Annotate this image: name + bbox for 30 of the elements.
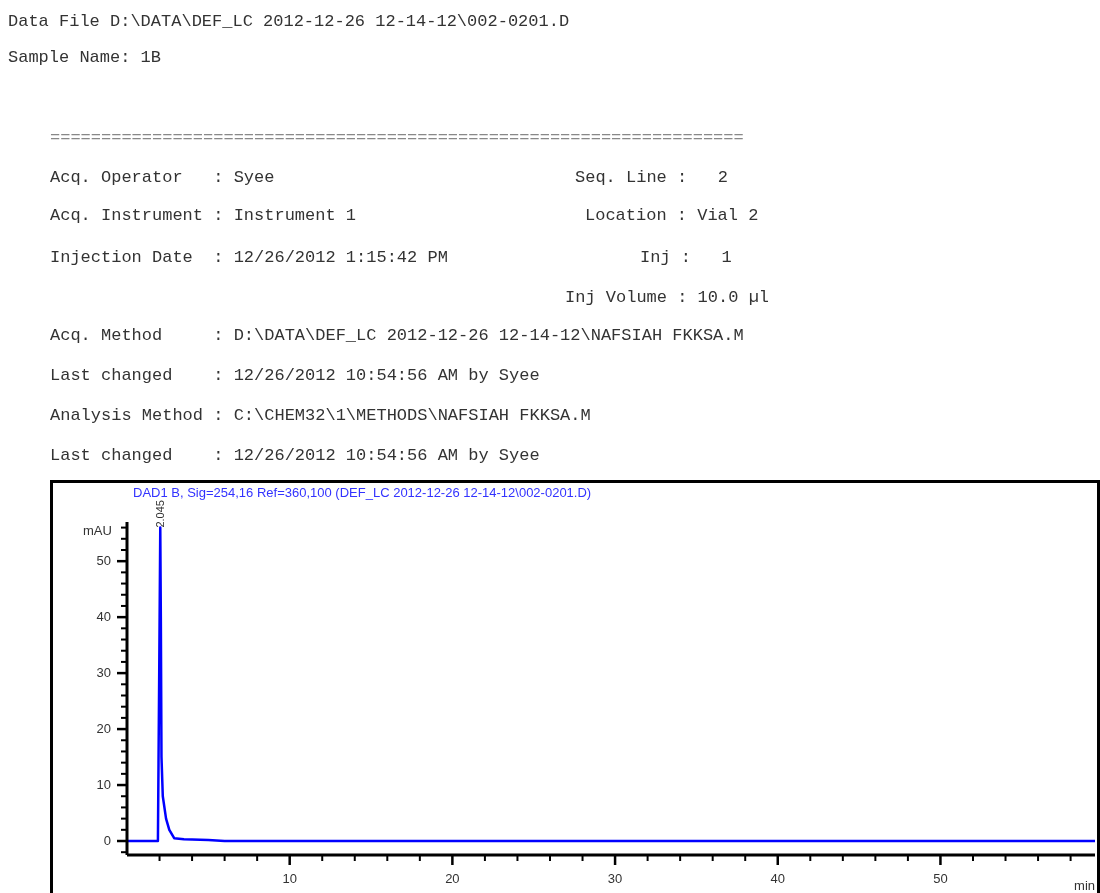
x-tick-label: 10 xyxy=(282,871,297,886)
y-tick-label: 40 xyxy=(96,609,111,625)
text: Acq. Operator : Syee xyxy=(50,168,275,188)
x-tick-label: 20 xyxy=(445,871,460,886)
text: ==================================================================== xyxy=(50,128,744,148)
y-axis-title: mAU xyxy=(83,523,112,538)
y-tick-label: 0 xyxy=(103,833,111,849)
text: Acq. Method : D:\DATA\DEF_LC 2012-12-26 12-14-12\NAFSIAH FKKSA.M xyxy=(50,326,744,346)
text: Data File D:\DATA\DEF_LC 2012-12-26 12-14-12\002-0201.D xyxy=(8,12,570,32)
line-series xyxy=(127,526,1095,843)
text: Analysis Method : C:\CHEM32\1\METHODS\NAFSIAH FKKSA.M xyxy=(50,406,591,426)
x-tick-label: 30 xyxy=(607,871,623,886)
text: Last changed : 12/26/2012 10:54:56 AM by Syee xyxy=(50,366,540,386)
text: Injection Date : 12/26/2012 1:15:42 PM xyxy=(50,248,448,268)
annotation: 2.045 xyxy=(154,500,167,528)
text: Last changed : 12/26/2012 10:54:56 AM by Syee xyxy=(50,446,540,466)
text: Sample Name: 1B xyxy=(8,48,162,68)
chart-title: DAD1 B, Sig=254,16 Ref=360,100 (DEF_LC 2012-12-26 12-14-12\002-0201.D) xyxy=(133,485,592,500)
y-tick-label: 50 xyxy=(96,553,111,569)
y-tick-label: 10 xyxy=(96,777,111,793)
y-tick-label: 30 xyxy=(96,665,111,681)
x-axis-title: min xyxy=(1074,878,1095,893)
text: Acq. Instrument : Instrument 1 xyxy=(50,206,357,226)
x-tick-label: 40 xyxy=(770,871,785,886)
text: Inj Volume : 10.0 µl xyxy=(565,288,770,308)
text: Location : Vial 2 xyxy=(585,206,759,226)
y-tick-label: 20 xyxy=(96,721,111,737)
text: Seq. Line : 2 xyxy=(575,168,729,188)
text: Inj : 1 xyxy=(640,248,732,268)
x-tick-label: 50 xyxy=(933,871,948,886)
